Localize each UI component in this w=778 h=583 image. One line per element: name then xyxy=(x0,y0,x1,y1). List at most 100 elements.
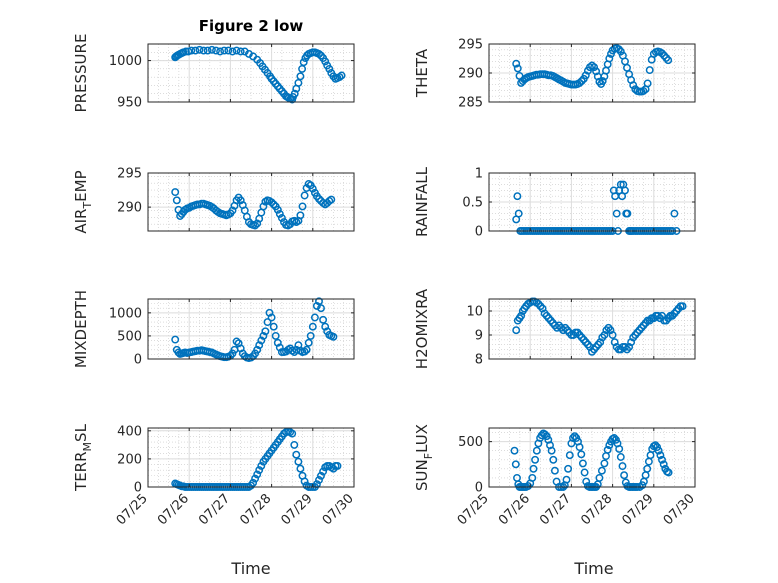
data-point xyxy=(578,459,587,468)
data-point xyxy=(608,331,617,339)
y-axis-label-main: H2OMIXRA xyxy=(413,288,431,369)
data-point xyxy=(290,89,299,98)
data-point xyxy=(643,464,652,473)
data-point xyxy=(656,451,665,460)
data-point xyxy=(623,209,632,218)
x-axis-label-right: Time xyxy=(573,559,613,578)
data-point xyxy=(625,343,634,351)
y-axis-label-main: MIXDEPTH xyxy=(72,290,90,368)
x-tick-label: 07/29 xyxy=(279,491,316,528)
y-tick-label: 9 xyxy=(475,329,483,344)
data-point xyxy=(317,304,325,313)
data-point xyxy=(257,461,266,470)
y-tick-label: 0 xyxy=(134,353,142,368)
x-tick-label: 07/30 xyxy=(661,491,698,528)
data-point xyxy=(310,313,319,322)
y-tick-label: 8 xyxy=(475,353,483,368)
figure-title: Figure 2 low xyxy=(199,17,304,35)
data-point xyxy=(600,459,609,468)
data-point xyxy=(616,180,625,189)
data-point xyxy=(300,191,309,200)
data-point xyxy=(333,461,342,470)
data-point xyxy=(203,46,212,55)
y-axis-label: H2OMIXRA xyxy=(413,288,431,369)
data-point xyxy=(512,326,521,335)
data-point xyxy=(581,71,590,80)
data-point xyxy=(259,331,268,340)
subplot-rainfall: 0 0.5 1 RAINFALL xyxy=(413,166,696,240)
data-point xyxy=(261,327,270,336)
data-point xyxy=(294,457,303,466)
data-point xyxy=(195,45,204,54)
data-point xyxy=(306,331,315,340)
data-point xyxy=(588,61,596,70)
data-point xyxy=(639,87,648,95)
data-point xyxy=(580,468,589,477)
y-axis-label-main: RAINFALL xyxy=(413,166,431,237)
y-tick-label: 0.5 xyxy=(462,196,483,211)
y-axis-label-suffix: SL xyxy=(72,423,90,442)
y-axis-label-main: PRESSURE xyxy=(72,34,90,113)
y-tick-label: 500 xyxy=(458,435,483,450)
data-point xyxy=(565,451,574,460)
data-point xyxy=(537,431,546,440)
data-point xyxy=(570,432,579,441)
data-point xyxy=(187,46,196,55)
data-point xyxy=(598,77,607,86)
data-point xyxy=(251,221,260,230)
data-point xyxy=(265,308,274,317)
data-point xyxy=(267,313,276,322)
data-point xyxy=(315,49,323,58)
data-point xyxy=(329,332,338,341)
data-point xyxy=(629,81,638,90)
data-point xyxy=(603,445,612,454)
data-point xyxy=(531,455,540,464)
data-point xyxy=(651,441,660,450)
y-tick-label: 1 xyxy=(475,167,483,182)
data-point xyxy=(290,440,299,449)
data-point xyxy=(207,45,216,54)
data-point xyxy=(171,335,180,344)
subplot-terr: 0 200 400 07/25 07/26 07/27 07/28 07/29 07/30 TER… xyxy=(72,423,357,528)
axes-box xyxy=(488,427,696,488)
x-tick-label: 07/26 xyxy=(496,491,533,528)
data-point xyxy=(618,462,627,471)
data-point xyxy=(199,46,208,55)
axes-box xyxy=(147,427,355,488)
data-point xyxy=(577,450,586,459)
y-axis-label-suffix: EMP xyxy=(72,170,90,201)
x-axis-label-left: Time xyxy=(230,559,270,578)
data-point xyxy=(253,345,262,354)
data-point xyxy=(236,47,245,56)
data-point xyxy=(605,54,614,63)
data-point xyxy=(590,63,599,72)
data-point xyxy=(528,473,537,482)
x-tick-label: 07/30 xyxy=(320,491,357,528)
y-axis-label: TERRMSL xyxy=(72,423,94,492)
data-point xyxy=(277,214,286,222)
y-tick-label: 295 xyxy=(458,38,483,53)
data-point xyxy=(232,46,241,55)
subplot-sun: 0 500 07/25 07/26 07/27 07/28 07/29 07/30 SUNFLU… xyxy=(413,424,698,528)
data-point xyxy=(255,341,264,350)
data-point xyxy=(327,195,336,204)
data-point xyxy=(298,202,307,211)
data-point xyxy=(664,468,673,477)
data-point xyxy=(253,219,262,228)
data-point xyxy=(659,460,668,469)
data-point xyxy=(337,71,346,80)
y-axis-label: AIRTEMP xyxy=(72,170,94,233)
data-point xyxy=(564,464,573,473)
x-tick-label: 07/27 xyxy=(196,491,233,528)
y-axis-label-main: THETA xyxy=(413,48,431,98)
axes-box xyxy=(147,43,355,103)
data-point xyxy=(616,453,625,461)
data-point xyxy=(275,343,284,352)
data-point xyxy=(292,450,301,459)
subplot-pressure: 950 1000 PRESSURE xyxy=(72,34,355,113)
data-point xyxy=(296,211,305,220)
y-axis-label: RAINFALL xyxy=(413,166,431,237)
y-tick-label: 1000 xyxy=(109,306,142,321)
